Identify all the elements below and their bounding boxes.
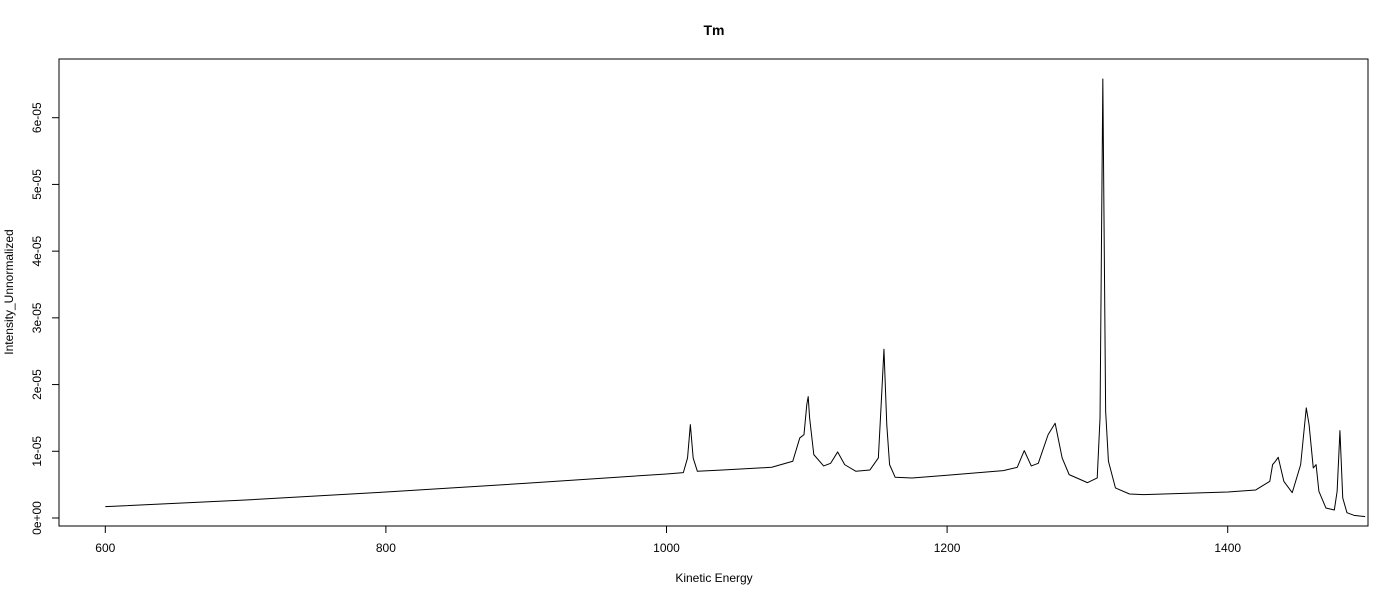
series-line: [105, 78, 1366, 518]
x-tick-label: 600: [95, 541, 115, 555]
y-tick-label: 3e-05: [30, 302, 44, 333]
x-tick-label: 800: [376, 541, 396, 555]
y-tick-label: 6e-05: [30, 102, 44, 133]
y-tick-label: 5e-05: [30, 169, 44, 200]
chart-title: Tm: [704, 22, 725, 38]
x-tick-label: 1400: [1214, 541, 1241, 555]
y-axis-label: Intensity_Unnormalized: [2, 229, 16, 354]
y-axis: 0e+00 1e-05 2e-05 3e-05 4e-05 5e-05 6e-05: [30, 102, 60, 535]
x-axis-label: Kinetic Energy: [675, 571, 752, 585]
y-tick-label: 1e-05: [30, 436, 44, 467]
x-tick-label: 1000: [653, 541, 680, 555]
plot-frame: [58, 58, 1369, 527]
y-tick-label: 4e-05: [30, 235, 44, 266]
y-tick-label: 0e+00: [30, 501, 44, 535]
x-axis: 600 800 1000 1200 1400: [95, 525, 1241, 555]
x-tick-label: 1200: [934, 541, 961, 555]
y-tick-label: 2e-05: [30, 369, 44, 400]
